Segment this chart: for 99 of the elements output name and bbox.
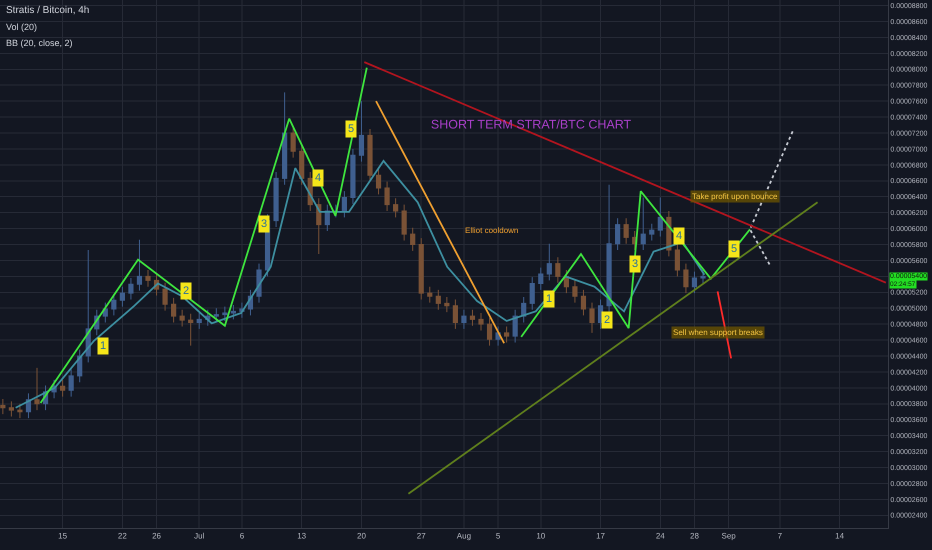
- candlestick: [589, 302, 595, 334]
- candlestick: [342, 190, 347, 218]
- candlestick: [282, 92, 288, 186]
- candlestick: [34, 367, 40, 411]
- candlestick: [658, 197, 663, 238]
- candlestick: [444, 296, 450, 313]
- annotation: BB (20, close, 2): [6, 38, 73, 48]
- candlestick: [436, 289, 441, 310]
- candlestick: [77, 349, 82, 383]
- candlestick: [128, 277, 134, 300]
- candlestick: [615, 218, 620, 251]
- candlestick: [145, 269, 151, 288]
- annotation: Stratis / Bitcoin, 4h: [6, 5, 90, 16]
- candlestick: [350, 148, 356, 204]
- candlestick: [478, 312, 484, 331]
- candlestick: [196, 312, 202, 330]
- annotation: 5: [731, 243, 738, 255]
- candlestick: [222, 306, 228, 322]
- annotation: 2: [183, 285, 190, 297]
- candlestick: [8, 400, 14, 418]
- candlestick: [470, 309, 476, 326]
- candlestick: [0, 398, 6, 415]
- x-tick-label: 14: [835, 532, 845, 541]
- candlestick: [504, 326, 510, 343]
- candlestick: [546, 243, 552, 281]
- candlestick: [521, 296, 526, 324]
- candlestick: [580, 289, 586, 316]
- x-tick-label: Aug: [456, 532, 472, 541]
- candlestick: [358, 100, 364, 162]
- annotation: 5: [348, 123, 354, 135]
- x-tick-label: Sep: [722, 532, 736, 541]
- candlestick: [214, 308, 219, 324]
- x-tick-label: 6: [240, 532, 245, 541]
- candlestick: [538, 267, 544, 290]
- annotation: 1: [546, 293, 552, 305]
- candlestick: [162, 282, 168, 312]
- candlestick: [418, 238, 424, 300]
- candlestick: [273, 172, 279, 228]
- candlestick: [17, 403, 23, 419]
- x-tick-label: 15: [58, 532, 68, 541]
- candlestick: [461, 309, 467, 330]
- x-tick-label: 7: [778, 532, 783, 541]
- annotation: Take profit upon bounce: [692, 192, 778, 201]
- candlestick: [649, 223, 654, 242]
- candlestick: [402, 204, 407, 242]
- candlestick: [136, 239, 142, 292]
- candlestick: [512, 309, 518, 343]
- x-tick-label: 20: [357, 532, 366, 541]
- annotation: 3: [632, 258, 638, 270]
- x-tick-label: 27: [416, 532, 426, 541]
- candlestick: [700, 269, 706, 285]
- candlestick: [384, 181, 390, 212]
- candlestick: [102, 302, 108, 324]
- x-tick-label: 28: [690, 532, 700, 541]
- candlestick: [120, 286, 125, 308]
- candlestick: [111, 293, 116, 316]
- candlestick: [299, 144, 304, 186]
- candlestick: [555, 256, 560, 284]
- candlestick: [486, 317, 492, 346]
- candlestick: [427, 286, 432, 304]
- annotation: 4: [315, 172, 322, 184]
- x-tick-label: 13: [297, 532, 307, 541]
- text: SHORT TERM STRAT/BTC CHART: [430, 117, 632, 132]
- candlestick: [393, 198, 398, 218]
- annotation: 1: [100, 340, 106, 352]
- annotation: 2: [604, 314, 610, 326]
- candlestick: [367, 128, 373, 182]
- annotation: 4: [676, 230, 682, 242]
- x-tick-label: 10: [536, 532, 546, 541]
- x-tick-label: 24: [656, 532, 666, 541]
- annotation: 3: [261, 218, 268, 230]
- candlestick: [230, 304, 236, 320]
- candlestick: [452, 298, 458, 330]
- candlestick: [530, 276, 535, 310]
- candlestick: [640, 197, 646, 251]
- candlestick: [683, 263, 689, 294]
- candlestick: [188, 313, 194, 346]
- candlestick: [324, 204, 330, 232]
- x-tick-label: 17: [596, 532, 606, 541]
- candlestick: [60, 379, 66, 398]
- candlestick: [674, 243, 680, 277]
- x-tick-label: 22: [118, 532, 128, 541]
- candlestick: [572, 280, 578, 304]
- candlestick: [624, 218, 629, 244]
- candlestick: [376, 168, 382, 195]
- annotation: Sell when support breaks: [673, 328, 763, 337]
- candlestick: [333, 204, 338, 218]
- candlestick: [180, 309, 185, 328]
- candlestick: [171, 297, 176, 324]
- x-tick-label: 5: [496, 532, 501, 541]
- candlestick: [290, 126, 296, 158]
- candlestick: [692, 271, 698, 294]
- x-tick-label: 26: [152, 532, 162, 541]
- annotation: Elliot cooldown: [465, 226, 518, 235]
- candlestick: [68, 369, 74, 398]
- candlestick: [606, 184, 612, 313]
- x-tick-label: Jul: [194, 532, 205, 541]
- annotation: Vol (20): [6, 22, 38, 32]
- candlestick: [410, 227, 416, 252]
